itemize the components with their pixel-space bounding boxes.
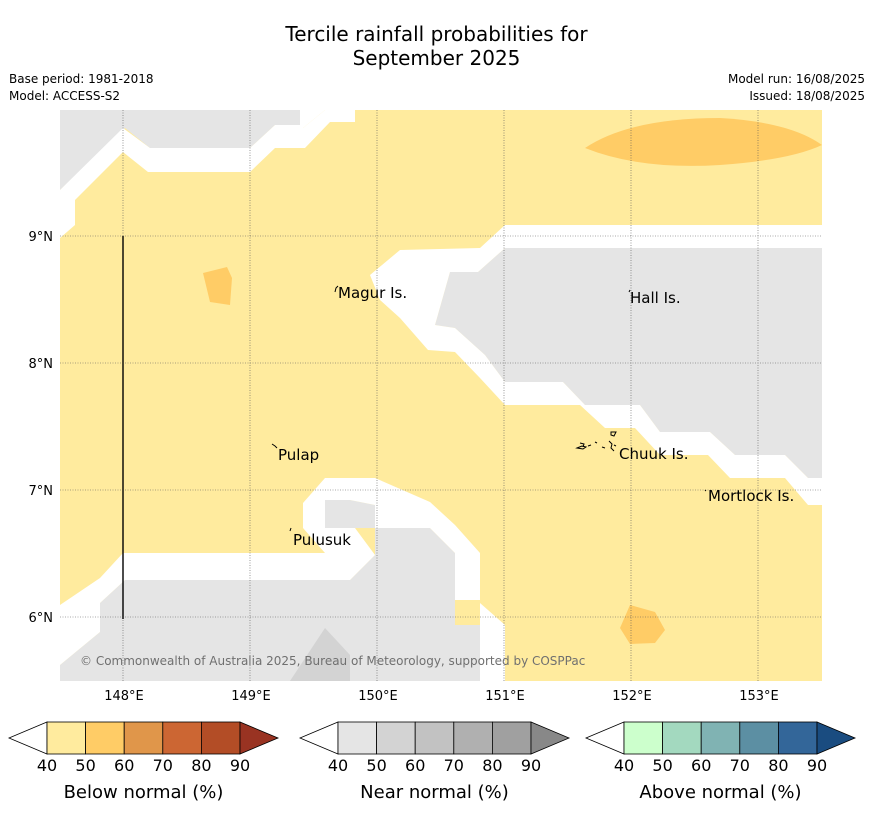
- lat-tick: 8°N: [29, 357, 54, 372]
- island-pulusuk: [289, 527, 292, 532]
- island-hall: [628, 289, 631, 293]
- colorbar-segment: [778, 721, 818, 755]
- colorbars: 40 50 60 70 80 90 Below normal (%) 40 50 60 70 80 90…: [7, 721, 857, 803]
- model-name: Model: ACCESS-S2: [9, 89, 121, 103]
- gridlines: [60, 110, 822, 681]
- colorbar-tick-label: 90: [230, 756, 250, 775]
- buffer-east: [370, 225, 822, 505]
- island-pulap: [271, 443, 278, 449]
- lon-tick: 149°E: [231, 689, 271, 704]
- lon-tick: 151°E: [485, 689, 525, 704]
- colorbar-tick-label: 50: [75, 756, 95, 775]
- colorbar-segment: [376, 721, 416, 755]
- colorbar-extend-high: [239, 721, 280, 755]
- colorbar-tick-label: 70: [153, 756, 173, 775]
- colorbar-below: 40 50 60 70 80 90 Below normal (%): [7, 721, 280, 803]
- lon-tick: 152°E: [612, 689, 652, 704]
- buffer-top-mid: [300, 110, 355, 148]
- colorbar-title: Below normal (%): [64, 782, 224, 803]
- colorbar-tick-label: 60: [691, 756, 711, 775]
- colorbar-segment: [739, 721, 779, 755]
- colorbar-segment: [662, 721, 702, 755]
- islands: [271, 285, 707, 532]
- region-near-top-left: [60, 110, 300, 190]
- colorbar-segment: [46, 721, 86, 755]
- region-below-50-60-north: [585, 118, 822, 166]
- region-below-50-60-south: [620, 605, 665, 644]
- place-pulap: Pulap: [278, 446, 319, 464]
- lon-tick: 153°E: [739, 689, 779, 704]
- colorbar-segment: [491, 721, 532, 755]
- region-below-50-60-west: [203, 267, 232, 305]
- lon-tick: 150°E: [358, 689, 398, 704]
- colorbar-segment: [123, 721, 164, 755]
- title-line-1: Tercile rainfall probabilities for: [285, 22, 588, 46]
- colorbar-tick-label: 60: [405, 756, 425, 775]
- model-run: Model run: 16/08/2025: [727, 72, 865, 86]
- colorbar-extend-low: [298, 721, 339, 755]
- lon-tick: 148°E: [104, 689, 144, 704]
- place-magur: Magur Is.: [338, 284, 407, 302]
- colorbar-segment: [453, 721, 493, 755]
- base-period: Base period: 1981-2018: [9, 72, 154, 86]
- region-near-south: [60, 500, 480, 681]
- region-near-50-60: [290, 628, 350, 681]
- colorbar-tick-label: 40: [328, 756, 348, 775]
- colorbar-tick-label: 80: [482, 756, 502, 775]
- colorbar-tick-label: 70: [730, 756, 750, 775]
- colorbar-tick-label: 60: [114, 756, 134, 775]
- title-line-2: September 2025: [352, 46, 521, 70]
- meta-right: Model run: 16/08/2025 Issued: 18/08/2025: [728, 71, 865, 105]
- lat-axis: 9°N 8°N 7°N 6°N: [29, 230, 54, 626]
- colorbar-segment: [700, 721, 741, 755]
- colorbar-extend-low: [7, 721, 48, 755]
- colorbar-tick-label: 90: [521, 756, 541, 775]
- colorbar-segment: [623, 721, 663, 755]
- buffer-south: [60, 478, 505, 681]
- colorbar-segment: [200, 721, 241, 755]
- colorbar-tick-label: 40: [614, 756, 634, 775]
- place-mortlock: Mortlock Is.: [708, 487, 794, 505]
- map-title: Tercile rainfall probabilities for Septe…: [0, 22, 873, 70]
- colorbar-segment: [162, 721, 202, 755]
- colorbar-tick-label: 80: [768, 756, 788, 775]
- colorbar-tick-label: 50: [366, 756, 386, 775]
- colorbar-segment: [85, 721, 125, 755]
- place-chuuk: Chuuk Is.: [619, 445, 688, 463]
- colorbar-tick-label: 50: [652, 756, 672, 775]
- island-magur: [334, 285, 339, 293]
- colorbar-tick-label: 40: [37, 756, 57, 775]
- colorbar-near: 40 50 60 70 80 90 Near normal (%): [298, 721, 571, 803]
- colorbar-title: Above normal (%): [639, 782, 801, 803]
- place-hall: Hall Is.: [630, 289, 681, 307]
- island-mortlock: [704, 489, 707, 492]
- place-pulusuk: Pulusuk: [293, 531, 351, 549]
- colorbar-tick-label: 80: [191, 756, 211, 775]
- issued-date: Issued: 18/08/2025: [749, 89, 865, 103]
- copyright-notice: © Commonwealth of Australia 2025, Bureau…: [80, 654, 585, 668]
- meta-left: Base period: 1981-2018 Model: ACCESS-S2: [9, 71, 154, 105]
- colorbar-title: Near normal (%): [360, 782, 509, 803]
- colorbar-extend-high: [816, 721, 857, 755]
- lat-tick: 9°N: [29, 230, 54, 245]
- island-chuuk: [575, 431, 617, 452]
- colorbar-segment: [414, 721, 455, 755]
- colorbar-extend-low: [584, 721, 625, 755]
- lon-axis: 148°E 149°E 150°E 151°E 152°E 153°E: [104, 689, 779, 704]
- map-area[interactable]: Magur Is. Hall Is. Pulap Chuuk Is. Mortl…: [60, 110, 822, 681]
- colorbar-segment: [337, 721, 377, 755]
- lat-tick: 7°N: [29, 484, 54, 499]
- colorbar-above: 40 50 60 70 80 90 Above normal (%): [584, 721, 857, 803]
- colorbar-extend-high: [530, 721, 571, 755]
- colorbar-tick-label: 90: [807, 756, 827, 775]
- buffer-top-left: [60, 110, 325, 238]
- lat-tick: 6°N: [29, 611, 54, 626]
- colorbar-tick-label: 70: [444, 756, 464, 775]
